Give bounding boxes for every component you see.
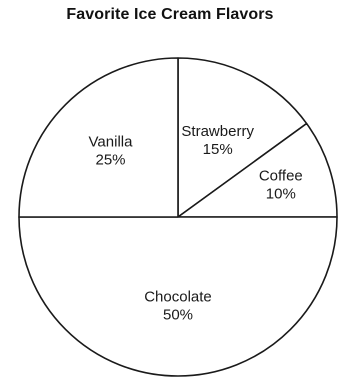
- pie-slice-coffee: [177, 122, 338, 218]
- slice-percent-coffee: 10%: [266, 186, 296, 203]
- slice-label-chocolate: Chocolate: [144, 288, 212, 305]
- slice-percent-vanilla: 25%: [95, 152, 125, 169]
- slice-label-strawberry: Strawberry: [181, 123, 254, 140]
- slice-percent-strawberry: 15%: [203, 141, 233, 158]
- pie-slice-vanilla: [18, 57, 179, 218]
- pie-slice-strawberry: [177, 57, 308, 218]
- slice-percent-chocolate: 50%: [163, 306, 193, 323]
- pie-slice-chocolate: [18, 216, 338, 377]
- slice-label-coffee: Coffee: [259, 168, 303, 185]
- slice-label-vanilla: Vanilla: [89, 134, 134, 151]
- chart-title: Favorite Ice Cream Flavors: [66, 6, 274, 23]
- pie-slices: [18, 57, 338, 377]
